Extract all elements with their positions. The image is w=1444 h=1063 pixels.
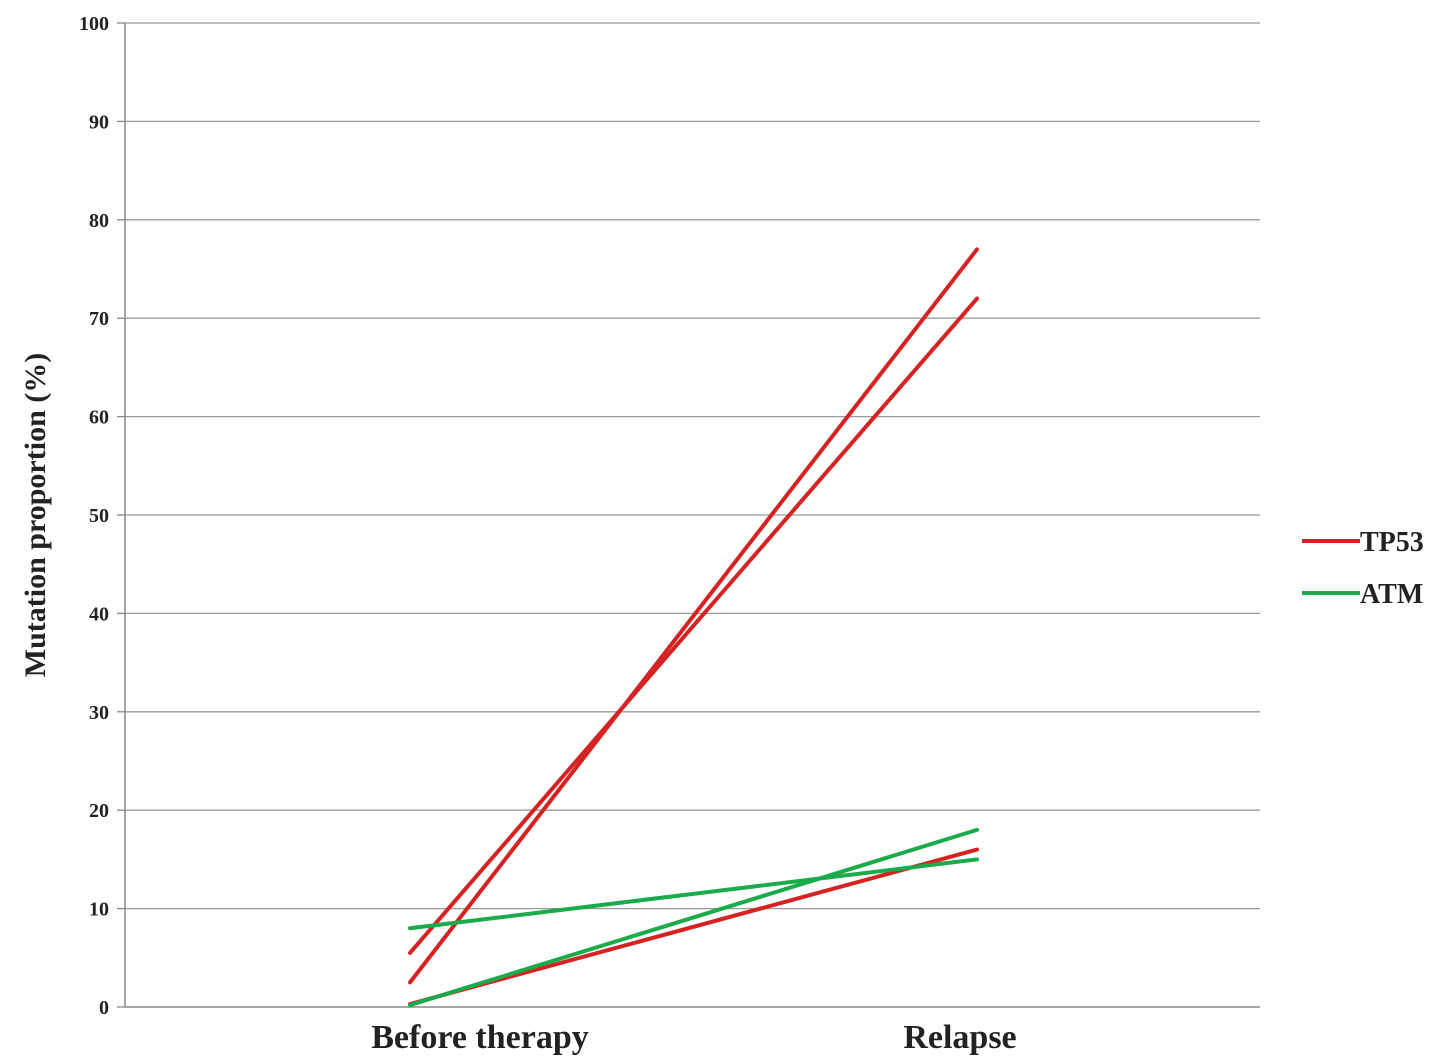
axes xyxy=(117,22,1260,1008)
x-category-label: Relapse xyxy=(903,1019,1016,1056)
y-axis-title: Mutation proportion (%) xyxy=(19,353,52,677)
series-line-tp53 xyxy=(408,296,979,955)
x-category-label: Before therapy xyxy=(371,1019,588,1056)
y-tick-label: 10 xyxy=(89,899,109,921)
y-tick-label: 50 xyxy=(89,505,109,527)
series-lines xyxy=(408,247,979,1008)
y-tick-label: 70 xyxy=(89,308,109,330)
series-line-tp53 xyxy=(408,247,979,985)
legend-label-atm: ATM xyxy=(1360,579,1423,610)
y-tick-label: 80 xyxy=(89,210,109,232)
legend: TP53 ATM xyxy=(1302,527,1424,610)
series-line-tp53 xyxy=(408,847,979,1007)
y-tick-label: 0 xyxy=(99,997,109,1019)
y-tick-label: 30 xyxy=(89,702,109,724)
legend-label-tp53: TP53 xyxy=(1360,527,1424,558)
y-tick-label: 20 xyxy=(89,800,109,822)
y-tick-label: 100 xyxy=(79,13,109,35)
y-tick-label: 40 xyxy=(89,603,109,625)
axis-labels: 0 10 20 30 40 50 60 70 80 90 100 Before therapy Rela… xyxy=(19,13,1017,1056)
y-tick-label: 90 xyxy=(89,111,109,133)
series-line-atm xyxy=(408,857,979,931)
gridlines xyxy=(125,22,1260,910)
series-line-atm xyxy=(408,827,979,1008)
y-tick-label: 60 xyxy=(89,407,109,429)
